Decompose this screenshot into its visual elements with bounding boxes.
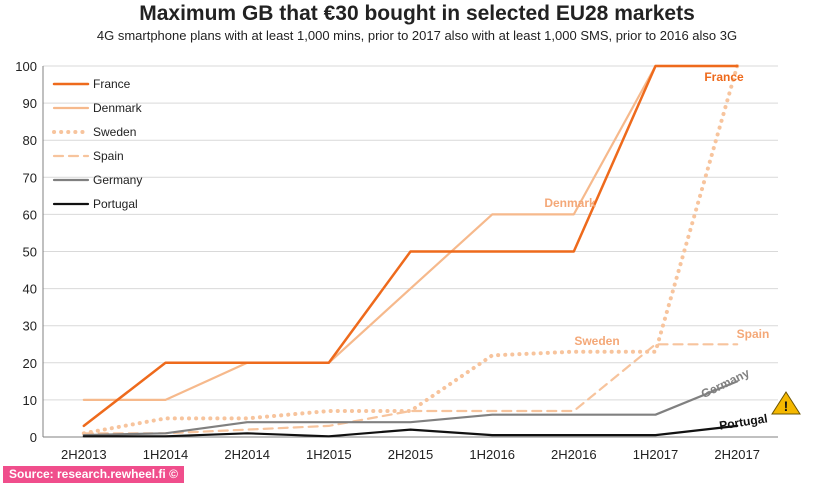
- x-tick-label: 1H2015: [306, 447, 352, 462]
- series-line-portugal: [82, 424, 739, 438]
- legend-label: Portugal: [93, 197, 138, 211]
- series-line-germany: [82, 380, 739, 437]
- series-line-spain: [82, 343, 739, 435]
- series-lines: [81, 64, 740, 438]
- legend-label: Germany: [93, 173, 142, 187]
- y-tick-label: 0: [30, 430, 37, 445]
- y-tick-label: 70: [23, 170, 37, 185]
- x-tick-label: 2H2013: [61, 447, 107, 462]
- warning-triangle-icon: !: [771, 391, 801, 415]
- chart-subtitle: 4G smartphone plans with at least 1,000 …: [96, 28, 738, 43]
- x-tick-label: 1H2016: [469, 447, 515, 462]
- x-tick-label: 1H2014: [143, 447, 189, 462]
- series-label-spain: Spain: [737, 327, 770, 341]
- x-tick-label: 1H2017: [633, 447, 679, 462]
- x-tick-label: 2H2014: [224, 447, 270, 462]
- series-label-portugal: Portugal: [718, 411, 768, 432]
- y-tick-label: 80: [23, 133, 37, 148]
- y-tick-label: 30: [23, 319, 37, 334]
- series-label-germany: Germany: [699, 366, 752, 402]
- series-label-france: France: [704, 70, 744, 84]
- legend-label: Sweden: [93, 125, 136, 139]
- x-tick-label: 2H2015: [388, 447, 434, 462]
- legend-label: Spain: [93, 149, 124, 163]
- series-line-denmark: [82, 64, 739, 401]
- series-label-denmark: Denmark: [544, 196, 596, 210]
- y-tick-label: 90: [23, 96, 37, 111]
- series-label-sweden: Sweden: [574, 334, 619, 348]
- chart-title: Maximum GB that €30 bought in selected E…: [139, 2, 695, 25]
- svg-text:!: !: [784, 398, 789, 414]
- x-tick-label: 2H2017: [714, 447, 760, 462]
- gridlines: [43, 65, 778, 401]
- source-credit: Source: research.rewheel.fi ©: [3, 466, 184, 483]
- series-line-france: [82, 64, 739, 428]
- y-tick-label: 40: [23, 282, 37, 297]
- series-line-sweden: [81, 64, 740, 436]
- y-tick-label: 100: [15, 59, 37, 74]
- legend: France Denmark Sweden Spain Germany Portugal: [52, 77, 143, 211]
- axes: 0 10 20 30 40 50 60 70 80 90 100 2H2013 1H2014 2H2014…: [15, 59, 778, 462]
- y-tick-label: 10: [23, 393, 37, 408]
- legend-label: Denmark: [93, 101, 143, 115]
- y-tick-label: 60: [23, 207, 37, 222]
- x-tick-label: 2H2016: [551, 447, 597, 462]
- y-tick-label: 20: [23, 356, 37, 371]
- legend-label: France: [93, 77, 131, 91]
- y-tick-label: 50: [23, 245, 37, 260]
